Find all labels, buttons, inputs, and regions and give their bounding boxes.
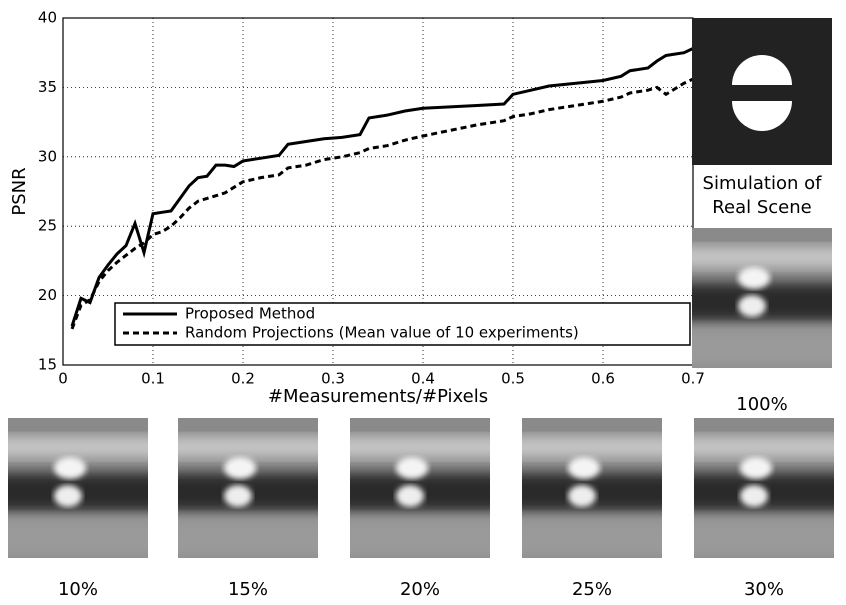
- image-band: [8, 436, 148, 458]
- image-blob: [568, 485, 596, 507]
- image-band: [8, 518, 148, 558]
- image-blob: [54, 457, 86, 479]
- image-band: [350, 436, 490, 458]
- y-tick-label: 40: [38, 9, 57, 27]
- image-blob: [738, 267, 770, 289]
- image-blob: [396, 457, 428, 479]
- plot-frame: [62, 17, 694, 366]
- image: [692, 228, 832, 368]
- image-band: [694, 436, 834, 458]
- image-bg: [692, 18, 832, 165]
- image: [350, 418, 490, 558]
- legend-label: Proposed Method: [185, 305, 315, 323]
- image: [178, 418, 318, 558]
- image-caption: 20%: [399, 579, 440, 600]
- image: [522, 418, 662, 558]
- x-tick-label: 0.3: [321, 370, 345, 388]
- x-tick-label: 0.7: [681, 370, 705, 388]
- x-tick-label: 0.6: [591, 370, 615, 388]
- image-caption: 10%: [57, 579, 98, 600]
- image-band: [350, 518, 490, 558]
- image: [694, 418, 834, 558]
- y-tick-label: 20: [38, 286, 57, 304]
- image-blob: [568, 457, 600, 479]
- image-band: [694, 518, 834, 558]
- x-tick-label: 0.5: [501, 370, 525, 388]
- image-blob: [396, 485, 424, 507]
- y-tick-label: 15: [38, 356, 57, 374]
- image-shape: [732, 101, 792, 131]
- x-tick-label: 0: [58, 370, 68, 388]
- image-blob: [738, 295, 766, 317]
- image-band: [692, 246, 832, 268]
- y-tick-label: 25: [38, 217, 57, 235]
- image-blob: [54, 485, 82, 507]
- image-caption: 25%: [571, 579, 612, 600]
- x-axis-label: #Measurements/#Pixels: [268, 386, 488, 407]
- image-band: [522, 518, 662, 558]
- series-line: [70, 77, 694, 330]
- legend-label: Random Projections (Mean value of 10 exp…: [185, 324, 579, 342]
- image-caption: 30%: [743, 579, 784, 600]
- x-tick-label: 0.1: [141, 370, 165, 388]
- image-band: [8, 473, 148, 511]
- x-tick-label: 0.4: [411, 370, 435, 388]
- y-axis-label: PSNR: [9, 167, 30, 215]
- image-blob: [224, 485, 252, 507]
- image-band: [692, 328, 832, 368]
- y-tick-label: 30: [38, 147, 57, 165]
- image-band: [178, 436, 318, 458]
- x-tick-label: 0.2: [231, 370, 255, 388]
- image-shape: [732, 55, 792, 85]
- image: [692, 18, 832, 165]
- y-tick-label: 35: [38, 78, 57, 96]
- image-blob: [224, 457, 256, 479]
- image: [8, 418, 148, 558]
- image-band: [522, 436, 662, 458]
- image-caption: 15%: [227, 579, 268, 600]
- image-blob: [740, 485, 768, 507]
- image-caption: 100%: [736, 394, 788, 415]
- image-caption: Simulation of Real Scene: [702, 173, 822, 218]
- legend-box: [114, 302, 691, 346]
- series-line: [70, 47, 694, 327]
- image-band: [178, 518, 318, 558]
- image-blob: [740, 457, 772, 479]
